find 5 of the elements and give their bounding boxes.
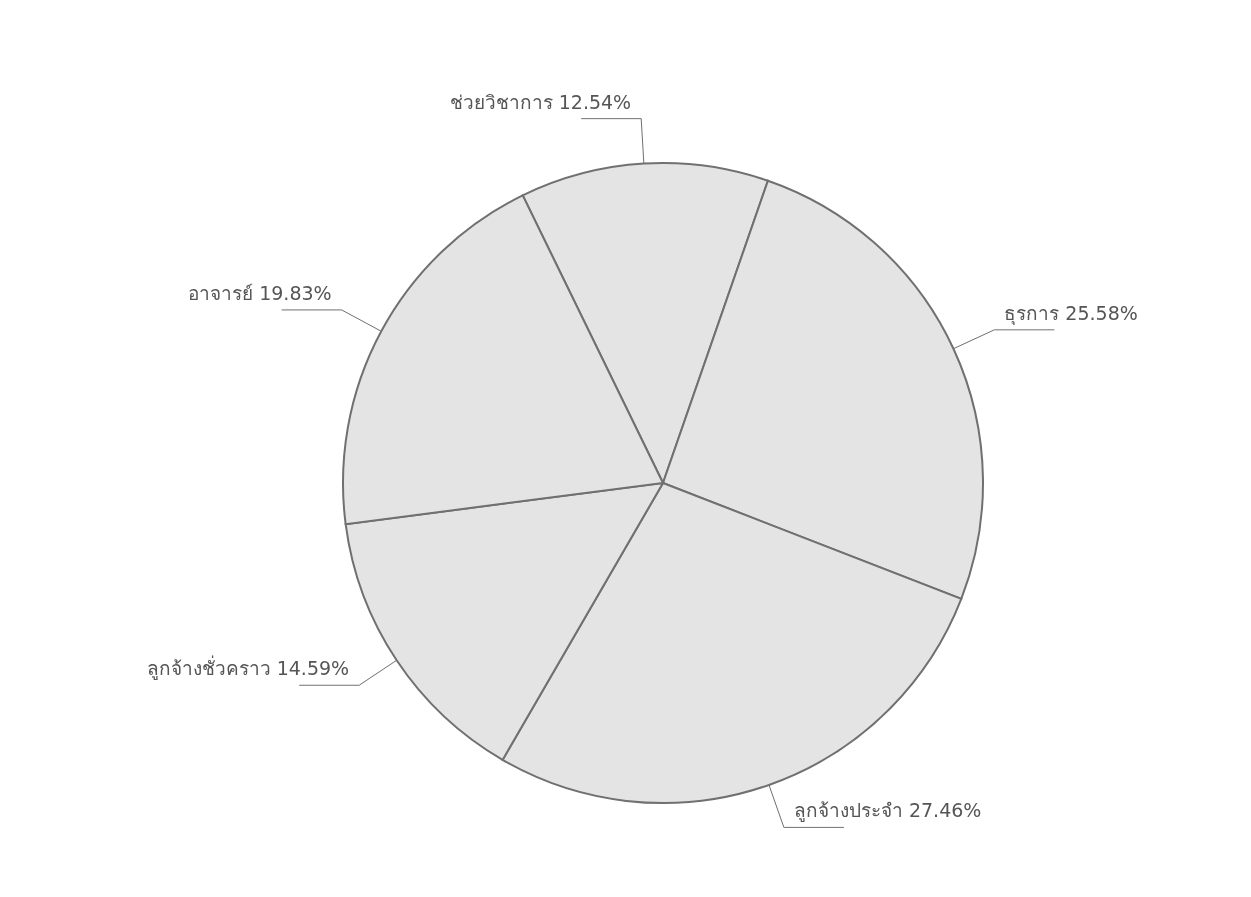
slice-label: ธุรการ 25.58% bbox=[1004, 301, 1138, 326]
slice-label: อาจารย์ 19.83% bbox=[188, 281, 332, 304]
slice-label: ลูกจ้างชั่วคราว 14.59% bbox=[146, 655, 350, 681]
slice-label: ช่วยวิชาการ 12.54% bbox=[449, 90, 632, 113]
slice-label: ลูกจ้างประจำ 27.46% bbox=[793, 799, 982, 823]
